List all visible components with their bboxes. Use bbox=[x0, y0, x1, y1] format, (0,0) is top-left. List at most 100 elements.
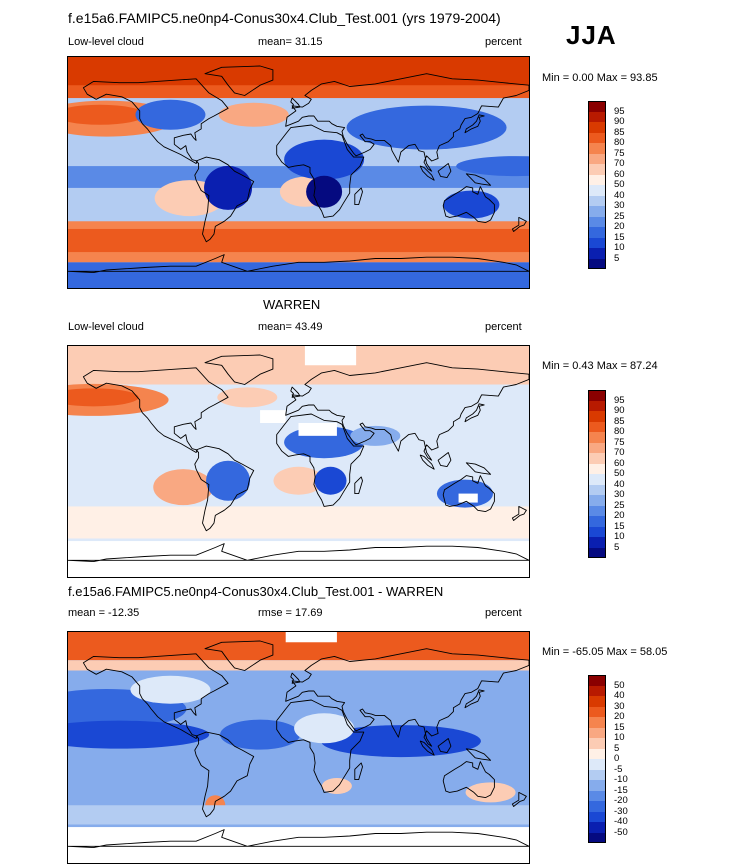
coastline bbox=[82, 367, 229, 453]
coastline bbox=[285, 362, 529, 461]
colorbar-level-label: -20 bbox=[614, 795, 628, 806]
coastline bbox=[465, 462, 492, 475]
coastline bbox=[290, 97, 301, 109]
colorbar-box bbox=[588, 421, 606, 432]
colorbar-box bbox=[588, 390, 606, 401]
coastline bbox=[276, 699, 365, 793]
coastline bbox=[437, 163, 452, 179]
colorbar-box bbox=[588, 706, 606, 717]
coastline bbox=[511, 505, 527, 521]
colorbar-box bbox=[588, 227, 606, 238]
colorbar-level-label: -5 bbox=[614, 763, 623, 775]
colorbar-frame bbox=[588, 101, 606, 269]
colorbar-box bbox=[588, 132, 606, 143]
colorbar-box bbox=[588, 780, 606, 791]
panel-1-units-label: percent bbox=[485, 36, 522, 48]
colorbar-box bbox=[588, 442, 606, 453]
colorbar-level-label: 10 bbox=[614, 531, 625, 542]
colorbar-level-label: 70 bbox=[614, 158, 625, 169]
panel-2-map-svg bbox=[68, 346, 529, 577]
colorbar-level-label: 25 bbox=[614, 210, 625, 222]
n-atlantic-stratus bbox=[218, 102, 289, 127]
colorbar-level-label: 30 bbox=[614, 489, 625, 500]
southern-ocean-band bbox=[68, 506, 529, 539]
colorbar-level-label: 15 bbox=[614, 520, 625, 532]
missing-arctic bbox=[285, 632, 337, 643]
main-title: f.e15a6.FAMIPC5.ne0np4-Conus30x4.Club_Te… bbox=[68, 10, 501, 26]
arctic-band bbox=[68, 346, 529, 385]
panel-1-map bbox=[67, 56, 530, 289]
coastline bbox=[442, 475, 495, 513]
colorbar-level-label: 80 bbox=[614, 137, 625, 148]
coastline bbox=[419, 740, 435, 756]
colorbar-level-label: 10 bbox=[614, 732, 625, 743]
colorbar-box bbox=[588, 111, 606, 122]
coastline bbox=[465, 173, 492, 186]
coastline bbox=[68, 543, 529, 563]
colorbar-box bbox=[588, 400, 606, 411]
colorbar-level-label: 5 bbox=[614, 252, 620, 264]
coastline bbox=[511, 791, 527, 807]
indian-ocean-negative bbox=[320, 725, 481, 758]
colorbar-box bbox=[588, 801, 606, 812]
colorbar-box bbox=[588, 759, 606, 770]
colorbar-box bbox=[588, 484, 606, 495]
coastline bbox=[290, 386, 301, 398]
atlantic-negative bbox=[220, 719, 301, 750]
colorbar-level-label: 20 bbox=[614, 711, 625, 722]
colorbar-level-label: 20 bbox=[614, 221, 625, 232]
panel-1-minmax: Min = 0.00 Max = 93.85 bbox=[542, 72, 658, 84]
colorbar-box bbox=[588, 832, 606, 843]
coastline bbox=[204, 640, 274, 671]
colorbar-level-label: -50 bbox=[614, 826, 628, 838]
antarctic-band bbox=[68, 262, 529, 288]
panel-3-units-label: percent bbox=[485, 607, 522, 619]
colorbar-box bbox=[588, 432, 606, 443]
panel-1-left-label: Low-level cloud bbox=[68, 36, 144, 48]
colorbar-box bbox=[588, 411, 606, 422]
arabia-low bbox=[350, 425, 401, 446]
coastline bbox=[194, 445, 255, 532]
colorbar-box bbox=[588, 696, 606, 707]
missing-antarctic bbox=[68, 827, 529, 863]
colorbar-level-label: 70 bbox=[614, 447, 625, 458]
colorbar-level-label: -40 bbox=[614, 816, 628, 827]
season-label: JJA bbox=[566, 20, 617, 50]
colorbar-box bbox=[588, 463, 606, 474]
colorbar-level-label: 30 bbox=[614, 200, 625, 211]
coastline bbox=[464, 403, 485, 423]
colorbar-box bbox=[588, 248, 606, 259]
colorbar-box bbox=[588, 143, 606, 154]
coastline bbox=[354, 476, 363, 495]
panel-2-units-label: percent bbox=[485, 321, 522, 333]
coastline bbox=[354, 187, 363, 206]
colorbar-box bbox=[588, 748, 606, 759]
panel-3-colorbar: 50 40 30 20 15 10 5 0 -5 -10 -15 -20 -30 -40 -50 bbox=[588, 675, 628, 843]
coastline bbox=[437, 738, 452, 754]
colorbar-box bbox=[588, 811, 606, 822]
colorbar-frame bbox=[588, 390, 606, 558]
panel-2-left-label: Low-level cloud bbox=[68, 321, 144, 333]
colorbar-box bbox=[588, 237, 606, 248]
colorbar-box bbox=[588, 164, 606, 175]
colorbar-level-label: 40 bbox=[614, 189, 625, 201]
panel-3-minmax: Min = -65.05 Max = 58.05 bbox=[542, 646, 668, 658]
coastline bbox=[82, 653, 229, 739]
colorbar-level-label: 10 bbox=[614, 242, 625, 253]
tropical-pacific-negative bbox=[68, 720, 210, 749]
missing-australia bbox=[458, 493, 478, 503]
panel-1-map-svg bbox=[68, 57, 529, 288]
s-africa-low bbox=[306, 175, 343, 208]
colorbar-box bbox=[588, 537, 606, 548]
missing-sahara-2 bbox=[298, 423, 337, 436]
colorbar-level-label: 15 bbox=[614, 721, 625, 733]
n-america-low bbox=[135, 99, 206, 130]
coastline bbox=[419, 454, 435, 470]
asia-low bbox=[346, 105, 507, 150]
coastline bbox=[290, 672, 301, 684]
southern-ocean-weak bbox=[68, 805, 529, 825]
coastline bbox=[204, 65, 274, 96]
colorbar-box bbox=[588, 258, 606, 269]
colorbar-level-label: 60 bbox=[614, 168, 625, 180]
coastline bbox=[194, 156, 255, 243]
